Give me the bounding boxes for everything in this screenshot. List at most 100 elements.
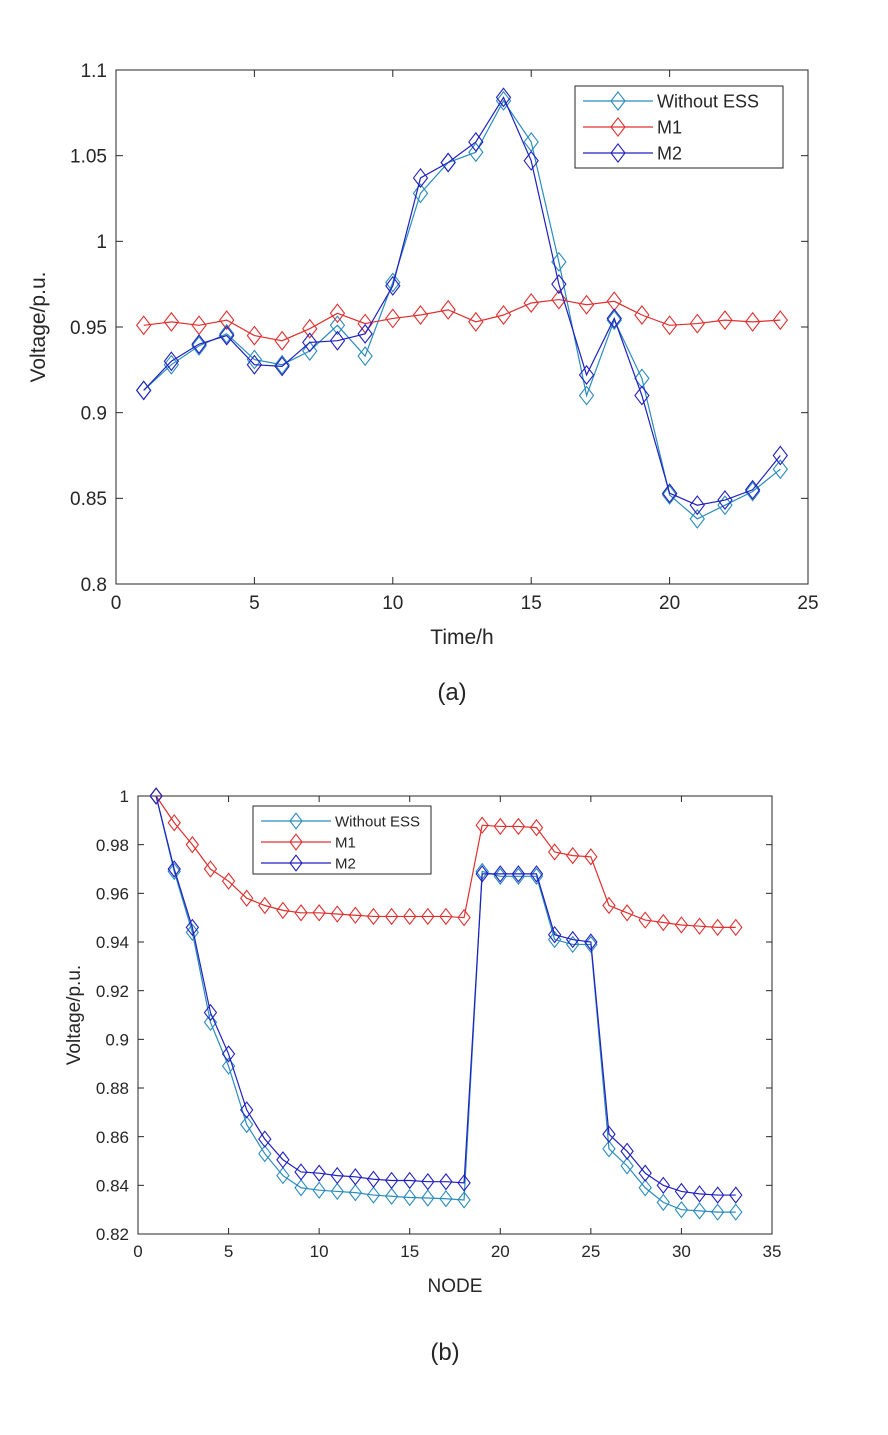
data-point-marker [421,1189,435,1207]
data-point-marker [221,1045,236,1063]
data-point-marker [219,310,235,331]
data-point-marker [744,311,761,332]
data-point-marker [710,1186,725,1204]
y-tick-label: 1 [120,787,129,806]
data-point-marker [191,334,207,355]
figure-caption: (b) [430,1339,459,1366]
data-point-marker [329,315,346,336]
data-point-marker [468,311,484,332]
legend-marker [610,116,626,138]
x-tick-label: 10 [310,1242,329,1261]
data-point-marker [274,356,290,377]
data-point-marker [475,865,489,883]
y-tick-label: 0.95 [70,318,107,339]
x-tick-label: 20 [659,593,680,614]
data-point-marker [772,310,789,331]
legend-label: M1 [335,834,356,851]
data-point-marker [717,490,733,511]
data-point-marker [412,305,429,326]
data-point-marker [634,368,650,389]
legend-label: Without ESS [335,813,420,830]
series-line [155,795,736,1196]
data-point-marker [302,318,318,339]
data-point-marker [674,1182,689,1201]
data-point-marker [495,87,512,108]
series-m1 [135,289,789,351]
data-point-marker [330,1182,344,1201]
data-point-marker [457,1174,471,1192]
data-point-marker [366,1170,381,1188]
y-tick-label: 0.86 [96,1128,129,1147]
data-point-marker [329,330,346,351]
data-point-marker [638,911,652,929]
data-point-marker [578,385,595,406]
data-point-marker [348,1168,363,1186]
data-point-marker [348,1183,363,1202]
data-point-marker [661,315,678,336]
data-point-marker [439,1190,453,1208]
data-point-marker [239,1115,254,1134]
data-point-marker [606,291,622,312]
data-point-marker [167,862,181,881]
x-tick-label: 25 [581,1242,600,1261]
y-tick-label: 0.96 [96,884,129,903]
legend-marker [289,812,303,830]
data-point-marker [692,1185,707,1203]
data-point-marker [606,308,622,329]
data-point-marker [661,484,678,505]
data-point-marker [606,310,622,331]
data-point-marker [578,364,595,385]
data-point-marker [495,305,512,326]
data-point-marker [692,1202,707,1220]
data-point-marker [475,816,489,834]
data-point-marker [246,354,263,375]
y-tick-label: 0.9 [105,1030,129,1049]
data-point-marker [149,787,163,805]
data-point-marker [692,917,707,935]
data-point-marker [717,310,733,331]
data-point-marker [439,1172,453,1191]
data-point-marker [566,930,580,949]
data-point-marker [634,305,650,326]
data-point-marker [656,1176,671,1195]
series-m2 [135,87,789,516]
figure-caption: (a) [437,679,466,706]
data-point-marker [348,906,363,924]
y-tick-label: 0.88 [96,1079,129,1098]
data-point-marker [276,1151,290,1169]
data-point-marker [547,843,562,861]
data-point-marker [185,918,200,937]
data-point-marker [412,183,429,204]
data-point-marker [185,835,200,854]
y-tick-label: 0.9 [81,404,107,425]
data-point-marker [729,1186,743,1204]
data-point-marker [638,1179,652,1197]
data-point-marker [246,325,263,346]
x-tick-label: 15 [521,593,542,614]
x-tick-label: 15 [400,1242,419,1261]
data-point-marker [403,1188,417,1207]
plot-area [137,795,773,1235]
data-point-marker [135,380,152,401]
legend: Without ESS M1 M2 [574,85,784,169]
data-point-marker [385,308,401,329]
data-point-marker [384,1187,399,1205]
legend-marker [289,833,303,851]
data-point-marker [710,1203,725,1221]
data-point-marker [656,913,671,932]
data-point-marker [294,1163,308,1181]
data-point-marker [584,848,598,866]
data-point-marker [330,1166,344,1185]
legend: Without ESS M1 M2 [252,805,432,875]
data-point-marker [511,817,526,836]
data-point-marker [163,311,180,332]
data-point-marker [689,495,705,516]
series-line [155,795,736,1213]
data-point-marker [412,167,429,188]
data-point-marker [163,354,180,375]
data-point-marker [674,916,689,934]
data-point-marker [312,904,326,922]
data-point-marker [551,289,567,310]
data-point-marker [258,1144,272,1163]
